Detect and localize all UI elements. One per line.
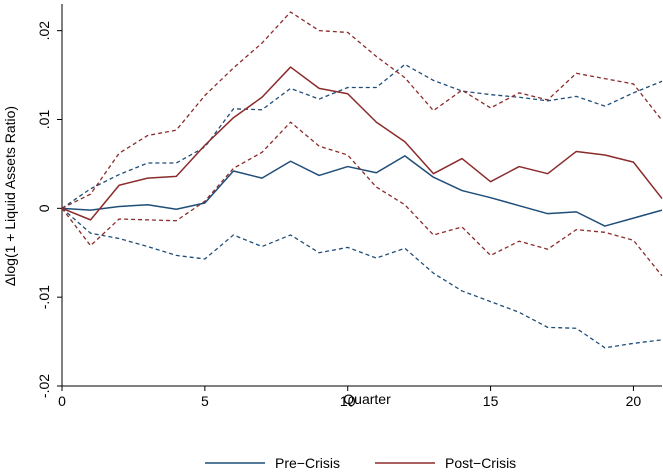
y-ticks: -.02 -.01 0 .01 .02 xyxy=(36,21,62,398)
x-tick-label: 5 xyxy=(201,393,209,409)
y-tick-label: .01 xyxy=(36,110,52,130)
series-line xyxy=(61,66,663,221)
x-ticks: 0 5 10 15 20 xyxy=(58,386,641,409)
axes xyxy=(61,4,662,387)
y-tick-label: -.02 xyxy=(36,374,52,398)
legend-label: Post−Crisis xyxy=(445,455,516,471)
confidence-band-line xyxy=(61,121,663,277)
confidence-band-line xyxy=(61,63,663,209)
legend-label: Pre−Crisis xyxy=(275,455,340,471)
y-tick-label: 0 xyxy=(36,204,52,212)
y-tick-label: .02 xyxy=(36,21,52,41)
confidence-band-line xyxy=(61,207,663,349)
x-tick-label: 10 xyxy=(340,393,356,409)
series-line xyxy=(61,155,663,227)
legend: Pre−Crisis Post−Crisis xyxy=(205,455,516,471)
x-tick-label: 0 xyxy=(58,393,66,409)
confidence-band-line xyxy=(61,11,663,209)
series-layer xyxy=(61,11,663,349)
y-axis-title: Δlog(1 + Liquid Assets Ratio) xyxy=(2,106,18,286)
y-tick-label: -.01 xyxy=(36,285,52,309)
x-tick-label: 15 xyxy=(483,393,499,409)
x-axis-title: Quarter xyxy=(343,391,391,407)
x-tick-label: 20 xyxy=(626,393,642,409)
